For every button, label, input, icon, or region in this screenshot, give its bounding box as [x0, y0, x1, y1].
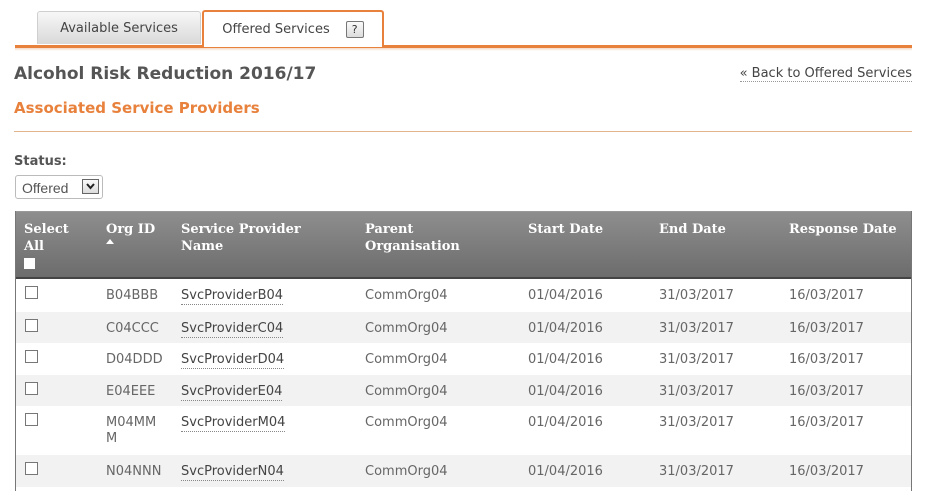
- row-checkbox[interactable]: [25, 286, 38, 299]
- parent-org: CommOrg04: [365, 321, 448, 336]
- status-dropdown[interactable]: Offered: [15, 175, 103, 199]
- org-id: E04EEE: [106, 384, 156, 399]
- org-id: B04BBB: [106, 288, 159, 303]
- table-header: Select All Org ID Service Provider Name …: [16, 211, 911, 279]
- column-header-parent-org[interactable]: Parent Organisation: [365, 222, 460, 254]
- tab-label: Offered Services: [222, 22, 330, 37]
- provider-link[interactable]: SvcProviderC04: [181, 321, 284, 338]
- row-checkbox[interactable]: [25, 319, 38, 332]
- org-id: C04CCC: [106, 321, 159, 336]
- select-all-checkbox[interactable]: [24, 258, 35, 269]
- provider-link[interactable]: SvcProviderB04: [181, 288, 284, 305]
- sort-ascending-icon: [106, 239, 114, 244]
- column-header-end-date[interactable]: End Date: [659, 222, 726, 237]
- provider-link[interactable]: SvcProviderD04: [181, 352, 285, 369]
- tab-bar: Available Services Offered Services ?: [15, 10, 912, 51]
- status-value: Offered: [22, 180, 69, 196]
- parent-org: CommOrg04: [365, 352, 448, 367]
- provider-link[interactable]: SvcProviderM04: [181, 415, 286, 432]
- end-date: 31/03/2017: [659, 415, 734, 430]
- page-title: Alcohol Risk Reduction 2016/17: [14, 64, 317, 84]
- end-date: 31/03/2017: [659, 321, 734, 336]
- response-date: 16/03/2017: [789, 464, 864, 479]
- response-date: 16/03/2017: [789, 352, 864, 367]
- column-header-provider-name[interactable]: Service Provider Name: [181, 222, 301, 254]
- header-label: Org ID: [106, 222, 156, 237]
- provider-link[interactable]: SvcProviderN04: [181, 464, 284, 481]
- row-checkbox[interactable]: [25, 462, 38, 475]
- row-checkbox[interactable]: [25, 382, 38, 395]
- column-header-org-id[interactable]: Org ID: [106, 221, 155, 244]
- table-row: E04EEE SvcProviderE04 CommOrg04 01/04/20…: [16, 375, 911, 406]
- end-date: 31/03/2017: [659, 352, 734, 367]
- status-label: Status:: [14, 154, 67, 169]
- start-date: 01/04/2016: [528, 464, 603, 479]
- tab-offered-services[interactable]: Offered Services ?: [202, 10, 384, 47]
- table-row: B04BBB SvcProviderB04 CommOrg04 01/04/20…: [16, 279, 911, 312]
- start-date: 01/04/2016: [528, 384, 603, 399]
- org-id: D04DDD: [106, 352, 163, 367]
- column-header-response-date[interactable]: Response Date: [789, 222, 897, 237]
- end-date: 31/03/2017: [659, 464, 734, 479]
- response-date: 16/03/2017: [789, 321, 864, 336]
- divider: [14, 131, 912, 132]
- response-date: 16/03/2017: [789, 384, 864, 399]
- table-row: M04MMM SvcProviderM04 CommOrg04 01/04/20…: [16, 406, 911, 455]
- table-row: D04DDD SvcProviderD04 CommOrg04 01/04/20…: [16, 343, 911, 375]
- tab-label: Available Services: [60, 20, 178, 36]
- parent-org: CommOrg04: [365, 464, 448, 479]
- start-date: 01/04/2016: [528, 288, 603, 303]
- chevron-down-icon[interactable]: [82, 179, 99, 194]
- parent-org: CommOrg04: [365, 415, 448, 430]
- end-date: 31/03/2017: [659, 288, 734, 303]
- row-checkbox[interactable]: [25, 350, 38, 363]
- org-id: M04MMM: [106, 415, 157, 446]
- tab-available-services[interactable]: Available Services: [37, 11, 201, 44]
- end-date: 31/03/2017: [659, 384, 734, 399]
- providers-table: Select All Org ID Service Provider Name …: [15, 211, 912, 491]
- table-row: C04CCC SvcProviderC04 CommOrg04 01/04/20…: [16, 312, 911, 343]
- response-date: 16/03/2017: [789, 415, 864, 430]
- parent-org: CommOrg04: [365, 384, 448, 399]
- help-icon[interactable]: ?: [345, 21, 364, 38]
- org-id: N04NNN: [106, 464, 162, 479]
- parent-org: CommOrg04: [365, 288, 448, 303]
- section-title: Associated Service Providers: [14, 99, 260, 117]
- start-date: 01/04/2016: [528, 352, 603, 367]
- column-header-select-all: Select All: [24, 221, 84, 269]
- provider-link[interactable]: SvcProviderE04: [181, 384, 283, 401]
- table-row: N04NNN SvcProviderN04 CommOrg04 01/04/20…: [16, 455, 911, 487]
- response-date: 16/03/2017: [789, 288, 864, 303]
- header-label: Select All: [24, 222, 69, 254]
- start-date: 01/04/2016: [528, 321, 603, 336]
- back-to-offered-services-link[interactable]: « Back to Offered Services: [739, 66, 912, 82]
- column-header-start-date[interactable]: Start Date: [528, 222, 604, 237]
- row-checkbox[interactable]: [25, 413, 38, 426]
- start-date: 01/04/2016: [528, 415, 603, 430]
